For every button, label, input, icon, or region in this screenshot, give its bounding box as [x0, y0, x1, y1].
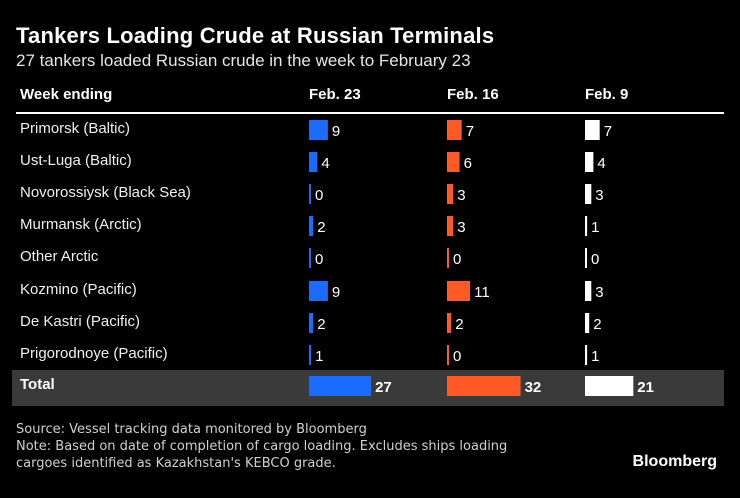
- note-line-1: Note: Based on date of completion of car…: [16, 439, 508, 454]
- value-label-feb-9-row-0: 7: [604, 123, 612, 140]
- bar-feb-9-row-7: [585, 345, 588, 365]
- value-label-feb-9-row-2: 3: [595, 187, 603, 204]
- row-label-novorossiysk: Novorossiysk (Black Sea): [20, 184, 191, 201]
- value-label-feb-16-row-2: 3: [457, 187, 465, 204]
- column-header-feb-9: Feb. 9: [585, 86, 629, 103]
- value-label-feb-9-row-5: 3: [595, 284, 603, 301]
- row-label-murmansk: Murmansk (Arctic): [20, 216, 142, 233]
- total-value-label-feb-9: 21: [637, 379, 654, 396]
- value-label-feb-23-row-7: 1: [315, 348, 323, 365]
- bar-feb-16-row-7: [447, 345, 449, 365]
- bar-feb-16-row-0: [447, 120, 462, 140]
- value-label-feb-16-row-0: 7: [466, 123, 474, 140]
- chart-title: Tankers Loading Crude at Russian Termina…: [16, 23, 495, 48]
- bar-feb-9-row-3: [585, 216, 588, 236]
- row-label-de-kastri: De Kastri (Pacific): [20, 313, 141, 330]
- note-line-2: cargoes identified as Kazakhstan's KEBCO…: [16, 456, 336, 471]
- value-label-feb-23-row-4: 0: [315, 251, 323, 268]
- bar-feb-23-row-2: [309, 184, 311, 204]
- value-label-feb-16-row-6: 2: [455, 316, 463, 333]
- source-note: Source: Vessel tracking data monitored b…: [16, 421, 507, 472]
- bar-feb-16-row-3: [447, 216, 454, 236]
- column-header-week-ending: Week ending: [20, 86, 113, 103]
- value-label-feb-23-row-2: 0: [315, 187, 323, 204]
- value-label-feb-9-row-6: 2: [593, 316, 601, 333]
- value-label-feb-23-row-3: 2: [317, 219, 325, 236]
- bar-feb-9-row-2: [585, 184, 592, 204]
- total-value-label-feb-23: 27: [375, 379, 392, 396]
- value-label-feb-16-row-3: 3: [457, 219, 465, 236]
- bar-feb-9-row-1: [585, 152, 594, 172]
- value-label-feb-16-row-5: 11: [474, 284, 490, 301]
- column-header-feb-16: Feb. 16: [447, 86, 499, 103]
- value-label-feb-16-row-4: 0: [453, 251, 461, 268]
- row-label-other-arctic: Other Arctic: [20, 248, 99, 265]
- value-label-feb-23-row-0: 9: [332, 123, 340, 140]
- bar-feb-16-row-2: [447, 184, 454, 204]
- value-label-feb-23-row-5: 9: [332, 284, 340, 301]
- bar-feb-23-row-3: [309, 216, 314, 236]
- row-label-ust-luga: Ust-Luga (Baltic): [20, 152, 132, 169]
- row-label-kozmino: Kozmino (Pacific): [20, 281, 137, 298]
- chart-subtitle: 27 tankers loaded Russian crude in the w…: [16, 51, 471, 70]
- bar-feb-23-row-5: [309, 281, 328, 301]
- bar-feb-23-row-6: [309, 313, 314, 333]
- bar-feb-16-row-5: [447, 281, 471, 301]
- value-label-feb-23-row-6: 2: [317, 316, 325, 333]
- column-header-feb-23: Feb. 23: [309, 86, 361, 103]
- value-label-feb-9-row-3: 1: [591, 219, 599, 236]
- bar-feb-23-row-0: [309, 120, 328, 140]
- total-bar-feb-16: [447, 376, 521, 396]
- total-bar-feb-9: [585, 376, 634, 396]
- source-line: Source: Vessel tracking data monitored b…: [16, 422, 367, 437]
- value-label-feb-9-row-7: 1: [591, 348, 599, 365]
- total-value-label-feb-16: 32: [525, 379, 542, 396]
- bar-feb-16-row-4: [447, 248, 449, 268]
- bar-feb-16-row-1: [447, 152, 460, 172]
- bar-feb-9-row-6: [585, 313, 590, 333]
- value-label-feb-9-row-1: 4: [597, 155, 605, 172]
- row-label-prigorodnoye: Prigorodnoye (Pacific): [20, 345, 168, 362]
- total-bar-feb-23: [309, 376, 372, 396]
- bar-feb-16-row-6: [447, 313, 452, 333]
- bar-feb-23-row-4: [309, 248, 311, 268]
- bar-feb-23-row-7: [309, 345, 312, 365]
- bar-feb-23-row-1: [309, 152, 318, 172]
- row-label-primorsk: Primorsk (Baltic): [20, 120, 131, 137]
- value-label-feb-9-row-4: 0: [591, 251, 599, 268]
- bar-feb-9-row-5: [585, 281, 592, 301]
- bloomberg-logo: Bloomberg: [632, 453, 717, 470]
- value-label-feb-16-row-7: 0: [453, 348, 461, 365]
- bar-feb-9-row-4: [585, 248, 587, 268]
- header-divider: [16, 112, 724, 114]
- value-label-feb-16-row-1: 6: [464, 155, 472, 172]
- total-row-label: Total: [20, 376, 55, 393]
- bar-feb-9-row-0: [585, 120, 600, 140]
- value-label-feb-23-row-1: 4: [321, 155, 329, 172]
